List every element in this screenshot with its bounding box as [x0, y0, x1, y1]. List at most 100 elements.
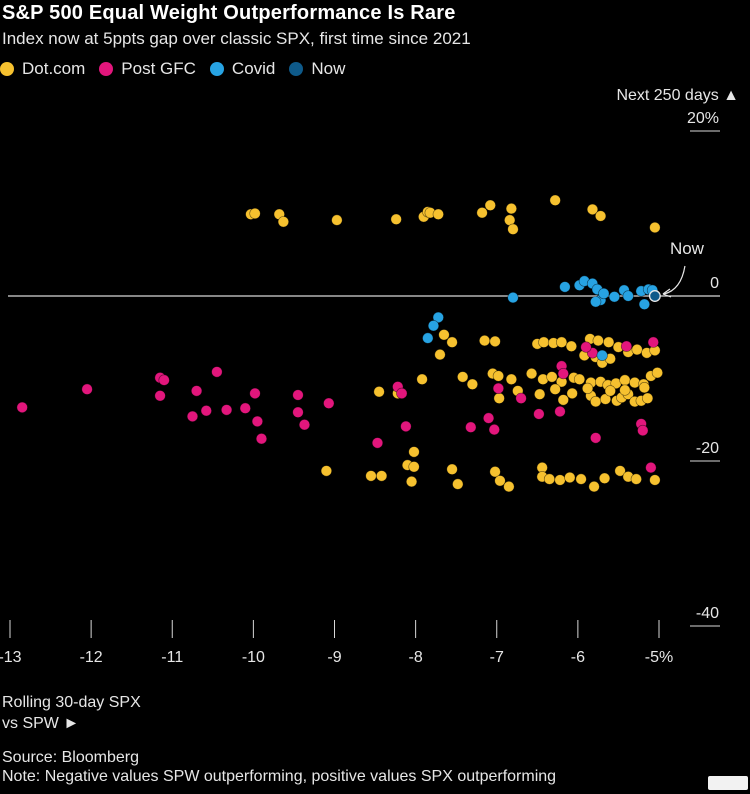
- x-axis-title-line-2: vs SPW ►: [2, 715, 80, 732]
- point-dot-com: [543, 473, 556, 485]
- point-dot-com: [376, 470, 388, 482]
- point-covid: [590, 296, 602, 308]
- point-dot-com: [546, 371, 558, 383]
- point-dot-com: [641, 392, 654, 404]
- point-dot-com: [534, 388, 546, 400]
- point-dot-com: [446, 463, 458, 475]
- point-dot-com: [649, 221, 661, 234]
- point-dot-com: [638, 382, 651, 394]
- y-tick-label: 0: [710, 275, 719, 292]
- now-annotation-arrowhead: [662, 288, 672, 298]
- point-dot-com: [619, 374, 631, 386]
- point-dot-com: [408, 446, 420, 458]
- point-dot-com: [604, 385, 616, 397]
- point-post-gfc: [251, 415, 263, 428]
- point-dot-com: [493, 392, 505, 404]
- point-dot-com: [406, 476, 418, 488]
- point-post-gfc: [515, 392, 527, 404]
- point-dot-com: [525, 368, 538, 380]
- point-post-gfc: [637, 424, 649, 437]
- point-dot-com: [438, 329, 450, 341]
- point-dot-com: [603, 336, 615, 348]
- point-dot-com: [557, 394, 569, 406]
- annotation: Now: [662, 239, 705, 298]
- y-axis-title: Next 250 days ▲: [616, 87, 739, 104]
- point-dot-com: [408, 461, 420, 473]
- point-dot-com: [649, 474, 661, 486]
- point-covid: [432, 311, 444, 324]
- y-tick-label: 20%: [687, 110, 719, 127]
- point-dot-com: [457, 371, 469, 383]
- legend-item-dotcom[interactable]: Dot.com: [0, 59, 85, 79]
- point-post-gfc: [533, 408, 545, 420]
- point-post-gfc: [371, 437, 384, 449]
- point-post-gfc: [191, 385, 203, 397]
- point-post-gfc: [483, 412, 495, 424]
- legend-item-post-gfc[interactable]: Post GFC: [99, 59, 196, 79]
- x-tick-label: -11: [161, 649, 183, 666]
- point-dot-com: [479, 335, 491, 347]
- point-dot-com: [614, 465, 626, 477]
- x-tick-label: -10: [242, 649, 265, 666]
- point-dot-com: [598, 472, 611, 484]
- point-post-gfc: [239, 402, 251, 414]
- point-dot-com: [476, 207, 488, 219]
- point-post-gfc: [554, 405, 566, 418]
- point-dot-com: [549, 383, 561, 395]
- point-post-gfc: [620, 340, 633, 352]
- point-covid: [559, 281, 571, 293]
- point-post-gfc: [396, 387, 408, 400]
- chart-subtitle: Index now at 5ppts gap over classic SPX,…: [2, 29, 471, 48]
- point-dot-com: [594, 210, 607, 222]
- now-annotation-arrow: [663, 265, 686, 295]
- point-covid: [638, 298, 651, 310]
- point-dot-com: [489, 335, 501, 348]
- point-post-gfc: [580, 341, 592, 353]
- footnote: Note: Negative values SPW outperforming,…: [2, 768, 557, 785]
- legend-label-post-gfc: Post GFC: [121, 59, 196, 78]
- point-post-gfc: [492, 382, 505, 395]
- legend-label-covid: Covid: [231, 59, 276, 78]
- point-post-gfc: [557, 368, 569, 380]
- point-covid: [427, 320, 440, 332]
- point-dot-com: [494, 475, 506, 487]
- point-dot-com: [588, 481, 600, 493]
- point-post-gfc: [292, 389, 304, 401]
- x-tick-label: -6: [571, 649, 585, 666]
- point-covid: [608, 291, 621, 303]
- point-dot-com: [489, 466, 501, 478]
- point-covid: [422, 332, 434, 344]
- point-post-gfc: [645, 462, 657, 474]
- point-dot-com: [492, 370, 505, 382]
- point-post-gfc: [158, 374, 170, 386]
- point-dot-com: [590, 396, 602, 408]
- point-dot-com: [452, 478, 464, 490]
- x-tick-label: -5%: [645, 649, 673, 666]
- point-post-gfc: [488, 424, 500, 436]
- point-dot-com: [505, 203, 518, 215]
- point-dot-com: [575, 473, 587, 485]
- point-dot-com: [331, 214, 343, 226]
- point-dot-com: [277, 216, 290, 228]
- point-dot-com: [320, 465, 333, 477]
- point-dot-com: [631, 344, 643, 356]
- point-dot-com: [373, 386, 385, 398]
- x-tick-label: -9: [327, 649, 341, 666]
- point-dot-com: [446, 336, 458, 348]
- legend-item-covid[interactable]: Covid: [209, 59, 276, 79]
- point-dot-com: [365, 470, 377, 482]
- point-post-gfc: [186, 410, 199, 423]
- legend-item-now[interactable]: Now: [289, 59, 345, 79]
- legend-swatch-post-gfc: [99, 62, 114, 76]
- point-post-gfc: [249, 387, 261, 400]
- point-post-gfc: [154, 390, 166, 402]
- point-dot-com: [599, 393, 612, 405]
- point-post-gfc: [211, 366, 223, 378]
- point-dot-com: [434, 349, 446, 361]
- chart-title: S&P 500 Equal Weight Outperformance Is R…: [2, 2, 456, 24]
- point-post-gfc: [255, 433, 268, 445]
- x-tick-label: -7: [490, 649, 504, 666]
- point-covid: [598, 287, 610, 300]
- point-dot-com: [651, 367, 664, 379]
